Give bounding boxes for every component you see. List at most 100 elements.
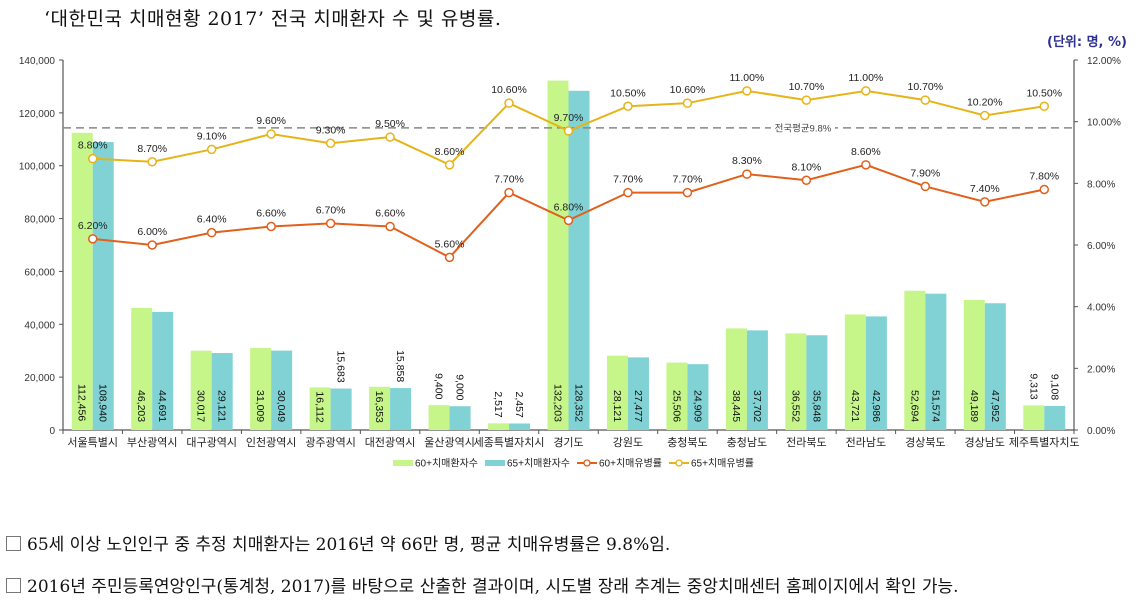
y2-tick-label: 2.00% (1087, 364, 1115, 375)
line-data-label: 8.30% (732, 155, 762, 167)
checkbox-icon (6, 578, 21, 593)
bar (190, 350, 212, 430)
note-2-text: 2016년 주민등록연앙인구(통계청, 2017)를 바탕으로 산출한 결과이며… (27, 577, 959, 597)
line-data-label: 7.90% (910, 167, 940, 179)
bar (1044, 405, 1066, 430)
bar-data-label: 128,352 (573, 384, 585, 422)
bar-data-label: 132,203 (552, 384, 564, 422)
x-tick-label: 전라북도 (786, 436, 826, 449)
line-data-label: 10.70% (908, 81, 944, 93)
bar (211, 353, 233, 430)
line-point (385, 132, 395, 142)
bar-data-label: 2,457 (513, 392, 525, 418)
checkbox-icon (6, 536, 21, 551)
line-point (444, 252, 455, 263)
bar (865, 316, 887, 430)
line-data-label: 5.60% (435, 238, 465, 250)
x-tick-label: 제주특별자치도 (1009, 436, 1080, 449)
line-data-label: 7.70% (494, 174, 524, 186)
line-data-label: 11.00% (848, 72, 883, 84)
legend: 60+치매환자수 65+치매환자수 60+치매유병률 65+치매유병률 (393, 458, 754, 470)
line-data-label: 6.00% (137, 226, 167, 238)
bar (250, 348, 272, 430)
line-point (504, 187, 514, 198)
x-tick-label: 충청남도 (727, 436, 767, 449)
line-data-label: 6.60% (375, 208, 405, 220)
bar-data-label: 30,049 (275, 390, 287, 422)
x-tick-label: 경상남도 (965, 436, 1005, 449)
bar (666, 362, 688, 430)
line-data-label: 8.10% (791, 161, 821, 173)
line-data-label: 7.70% (673, 174, 703, 186)
y-tick-label: 20,000 (24, 373, 55, 384)
line-data-label: 9.10% (197, 130, 227, 142)
bar-data-label: 28,121 (611, 390, 623, 422)
line-point (861, 86, 871, 96)
note-1-text: 65세 이상 노인인구 중 추정 치매환자는 2016년 약 66만 명, 평균… (27, 535, 671, 555)
bar-data-label: 2,517 (492, 391, 504, 417)
line-point (206, 227, 217, 238)
line-point (742, 169, 752, 179)
line-point (563, 126, 574, 136)
x-tick-label: 대구광역시 (186, 436, 237, 449)
line-point (147, 157, 157, 167)
bar (152, 311, 174, 430)
legend-label: 65+치매유병률 (691, 458, 754, 470)
line-point (87, 234, 98, 244)
bar-data-label: 15,858 (394, 350, 406, 382)
bar-data-label: 43,721 (849, 390, 861, 422)
legend-swatch (485, 460, 505, 466)
bar-data-label: 24,909 (691, 390, 703, 422)
unit-label: (단위: 명, %) (1047, 35, 1127, 50)
bar-data-label: 9,313 (1027, 373, 1039, 399)
bar (904, 290, 926, 430)
x-tick-label: 부산광역시 (127, 436, 178, 449)
bar-data-label: 42,986 (870, 390, 882, 422)
line-point (980, 110, 990, 121)
line-point (801, 95, 812, 105)
legend-swatch (393, 460, 413, 466)
bar-data-label: 38,445 (730, 390, 742, 422)
lines: 6.20% 6.00% 6.40% 6.60% 6.70% 6.60% 5.60% 7.70%… (78, 72, 1062, 263)
bar-data-label: 27,477 (632, 390, 644, 422)
line-data-label: 9.30% (316, 124, 346, 136)
y-tick-label: 80,000 (24, 215, 55, 226)
bar (984, 303, 1006, 430)
line-data-label: 10.70% (789, 81, 825, 93)
line-data-label: 8.60% (435, 146, 465, 158)
line-point (385, 221, 395, 232)
bar (309, 387, 331, 430)
y-tick-label: 0 (49, 426, 55, 437)
y2-tick-label: 12.00% (1087, 56, 1121, 67)
bar-data-label: 15,683 (335, 351, 347, 383)
x-tick-label: 광주광역시 (305, 436, 356, 449)
line-point (623, 187, 633, 198)
y2-tick-label: 0.00% (1087, 426, 1115, 437)
reference-line: 전국평균9.8% (63, 120, 1074, 135)
bar (390, 388, 412, 430)
legend-label: 60+치매환자수 (415, 458, 478, 470)
bar-data-label: 108,940 (97, 384, 109, 422)
bar (271, 350, 293, 430)
bar-data-label: 9,108 (1048, 374, 1060, 400)
bar (488, 423, 510, 430)
line-data-label: 6.20% (78, 220, 108, 232)
bar (687, 364, 709, 430)
line-point (1039, 101, 1050, 111)
line-point (147, 240, 157, 250)
x-tick-label: 서울특별시 (67, 436, 118, 449)
y-tick-label: 60,000 (24, 267, 55, 278)
line-point (682, 187, 693, 198)
y-tick-label: 120,000 (19, 109, 56, 120)
x-tick-label: 인천광역시 (246, 435, 297, 449)
bar (606, 355, 628, 430)
bar (449, 406, 471, 430)
y2-tick-label: 4.00% (1087, 303, 1115, 314)
bar-data-label: 36,552 (789, 390, 801, 422)
x-tick-label: 세종특별자치시 (474, 436, 545, 449)
line-point (206, 144, 217, 155)
line-data-label: 11.00% (729, 72, 764, 84)
bar-data-label: 35,848 (810, 390, 822, 422)
line-data-label: 9.70% (554, 112, 584, 124)
legend-marker (583, 459, 591, 467)
